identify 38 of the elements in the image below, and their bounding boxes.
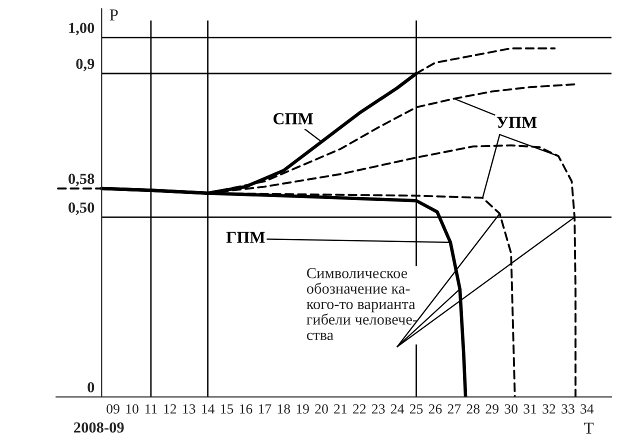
text: ГПМ [226, 232, 265, 243]
x-axis-title: T [584, 422, 594, 434]
annotation: Символическое обозначение ка- кого-то варианта гибели человече- ства [306, 268, 418, 340]
y-tick-label: 1,00 [69, 22, 94, 36]
x-tick-label: 13 [183, 404, 196, 414]
y-axis-title: P [110, 9, 118, 20]
x-tick-label: 21 [334, 404, 347, 414]
x-tick-label: 34 [580, 404, 594, 414]
x-tick-label: 31 [524, 404, 536, 414]
x-tick-label: 26 [428, 404, 442, 414]
x-tick-label: 22 [353, 404, 366, 414]
x-tick-label: 23 [372, 404, 385, 414]
x-tick-label: 19 [296, 404, 309, 414]
y-tick-label: 0,50 [68, 202, 94, 215]
x-tick-label: 16 [240, 404, 252, 414]
x-tick-label: 11 [145, 404, 157, 414]
x-tick-label: 32 [542, 404, 556, 414]
y-tick-label: 0,58 [68, 174, 94, 186]
x-tick-label: 29 [486, 404, 498, 414]
series-label: УПМ [496, 116, 537, 128]
y-tick-label: 0,9 [76, 58, 94, 72]
x-tick-label: 09 [106, 404, 120, 414]
x-tick-label: 10 [126, 404, 138, 414]
x-tick-label: 28 [466, 404, 480, 414]
x-tick-label: 18 [278, 404, 290, 414]
text: 2008-09 [74, 422, 124, 433]
x-tick-label: 33 [562, 404, 574, 414]
x-tick-label: 25 [410, 404, 423, 414]
x-tick-label: 20 [315, 404, 328, 414]
x-tick-label: 17 [258, 404, 272, 414]
x-tick-label: 15 [221, 404, 234, 414]
x-tick-label: 30 [504, 404, 518, 414]
series-label: СПМ [274, 113, 313, 124]
x-tick-label: 27 [448, 404, 461, 414]
y-tick-label: 0 [88, 382, 94, 392]
x-tick-label: 24 [391, 404, 404, 414]
x-tick-label: 12 [164, 404, 176, 414]
x-tick-label: 14 [202, 404, 215, 414]
